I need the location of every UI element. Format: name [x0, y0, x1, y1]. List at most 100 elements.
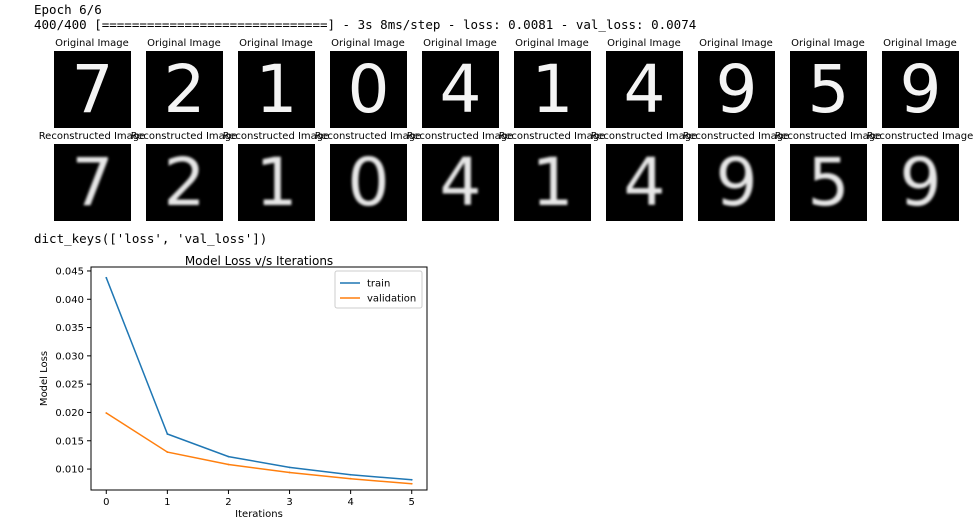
reconstructed-image-title: Reconstructed Image — [130, 131, 238, 142]
reconstructed-image-cell: Reconstructed Image 9 — [683, 130, 789, 222]
y-tick-label: 0.020 — [55, 408, 84, 419]
reconstructed-digit-image: 2 — [146, 144, 223, 221]
original-image-cell: Original Image 1 — [230, 37, 322, 129]
chart-title: Model Loss v/s Iterations — [185, 254, 333, 268]
x-tick-label: 2 — [225, 497, 231, 508]
digit-glyph: 5 — [807, 51, 850, 128]
progress-log-line: 400/400 [==============================]… — [34, 17, 697, 32]
original-digit-image: 9 — [882, 51, 959, 128]
original-image-cell: Original Image 7 — [46, 37, 138, 129]
data-point-train — [410, 478, 413, 481]
x-axis-label: Iterations — [235, 509, 283, 520]
digit-glyph: 2 — [163, 144, 206, 221]
y-tick-label: 0.035 — [55, 323, 84, 334]
reconstructed-image-title: Reconstructed Image — [866, 131, 974, 142]
reconstructed-images-row: Reconstructed Image 7 Reconstructed Image 2… — [0, 130, 977, 230]
reconstructed-image-title: Reconstructed Image — [590, 131, 698, 142]
data-point-train — [166, 433, 169, 435]
original-image-cell: Original Image 1 — [506, 37, 598, 129]
loss-chart: Model Loss v/s Iterations 0.010 0.015 0.020… — [39, 254, 428, 520]
original-images-row: Original Image 7 Original Image 2 Original I… — [0, 37, 977, 137]
original-digit-image: 5 — [790, 51, 867, 128]
digit-glyph: 0 — [347, 144, 390, 221]
original-digit-image: 9 — [698, 51, 775, 128]
data-point-train — [105, 276, 108, 279]
original-image-title: Original Image — [331, 38, 405, 49]
reconstructed-digit-image: 7 — [54, 144, 131, 221]
digit-glyph: 7 — [71, 51, 114, 128]
reconstructed-digit-image: 0 — [330, 144, 407, 221]
digit-glyph: 4 — [623, 144, 666, 221]
original-image-cell: Original Image 4 — [414, 37, 506, 129]
digit-glyph: 9 — [899, 144, 942, 221]
digit-glyph: 2 — [163, 51, 206, 128]
reconstructed-image-title: Reconstructed Image — [774, 131, 882, 142]
original-digit-image: 4 — [606, 51, 683, 128]
x-tick-label: 0 — [103, 497, 109, 508]
original-image-title: Original Image — [239, 38, 313, 49]
reconstructed-image-title: Reconstructed Image — [222, 131, 330, 142]
digit-glyph: 4 — [439, 51, 482, 128]
digit-glyph: 1 — [531, 144, 574, 221]
original-image-cell: Original Image 9 — [874, 37, 966, 129]
original-digit-image: 0 — [330, 51, 407, 128]
legend-label: validation — [367, 294, 416, 305]
digit-glyph: 7 — [71, 144, 114, 221]
data-point-train — [227, 455, 230, 458]
reconstructed-image-cell: Reconstructed Image 9 — [867, 130, 973, 222]
y-tick-label: 0.045 — [55, 266, 84, 277]
y-tick-label: 0.030 — [55, 351, 84, 362]
reconstructed-image-title: Reconstructed Image — [498, 131, 606, 142]
original-digit-image: 7 — [54, 51, 131, 128]
reconstructed-image-title: Reconstructed Image — [406, 131, 514, 142]
y-tick-label: 0.025 — [55, 380, 84, 391]
original-image-title: Original Image — [791, 38, 865, 49]
digit-glyph: 5 — [807, 144, 850, 221]
original-image-cell: Original Image 2 — [138, 37, 230, 129]
legend-label: train — [367, 279, 390, 290]
digit-glyph: 9 — [715, 144, 758, 221]
x-tick-label: 3 — [286, 497, 292, 508]
digit-glyph: 9 — [715, 51, 758, 128]
original-image-title: Original Image — [423, 38, 497, 49]
y-axis-label: Model Loss — [39, 351, 50, 406]
reconstructed-digit-image: 9 — [698, 144, 775, 221]
reconstructed-digit-image: 1 — [514, 144, 591, 221]
reconstructed-image-cell: Reconstructed Image 4 — [407, 130, 513, 222]
digit-glyph: 1 — [255, 51, 298, 128]
reconstructed-image-cell: Reconstructed Image 2 — [131, 130, 237, 222]
data-point-validation — [288, 471, 291, 474]
x-tick-label: 1 — [164, 497, 170, 508]
plot-frame — [90, 266, 428, 491]
data-point-train — [349, 473, 352, 476]
data-point-validation — [227, 463, 230, 466]
digit-glyph: 4 — [439, 144, 482, 221]
original-image-title: Original Image — [607, 38, 681, 49]
history-keys-output: dict_keys(['loss', 'val_loss']) — [34, 231, 268, 246]
reconstructed-image-cell: Reconstructed Image 1 — [223, 130, 329, 222]
y-tick-label: 0.040 — [55, 295, 84, 306]
digit-glyph: 4 — [623, 51, 666, 128]
y-tick-label: 0.015 — [55, 436, 84, 447]
original-digit-image: 1 — [514, 51, 591, 128]
reconstructed-digit-image: 4 — [422, 144, 499, 221]
digit-glyph: 0 — [347, 51, 390, 128]
reconstructed-digit-image: 4 — [606, 144, 683, 221]
x-tick-label: 5 — [409, 497, 415, 508]
reconstructed-digit-image: 1 — [238, 144, 315, 221]
reconstructed-image-cell: Reconstructed Image 4 — [591, 130, 697, 222]
epoch-log-line: Epoch 6/6 — [34, 2, 102, 17]
reconstructed-image-title: Reconstructed Image — [38, 131, 146, 142]
original-digit-image: 4 — [422, 51, 499, 128]
reconstructed-image-title: Reconstructed Image — [314, 131, 422, 142]
reconstructed-image-cell: Reconstructed Image 1 — [499, 130, 605, 222]
original-image-title: Original Image — [699, 38, 773, 49]
data-point-validation — [166, 451, 169, 453]
digit-glyph: 9 — [899, 51, 942, 128]
original-image-title: Original Image — [147, 38, 221, 49]
reconstructed-digit-image: 9 — [882, 144, 959, 221]
original-image-title: Original Image — [55, 38, 129, 49]
reconstructed-image-cell: Reconstructed Image 0 — [315, 130, 421, 222]
original-digit-image: 1 — [238, 51, 315, 128]
original-image-cell: Original Image 5 — [782, 37, 874, 129]
